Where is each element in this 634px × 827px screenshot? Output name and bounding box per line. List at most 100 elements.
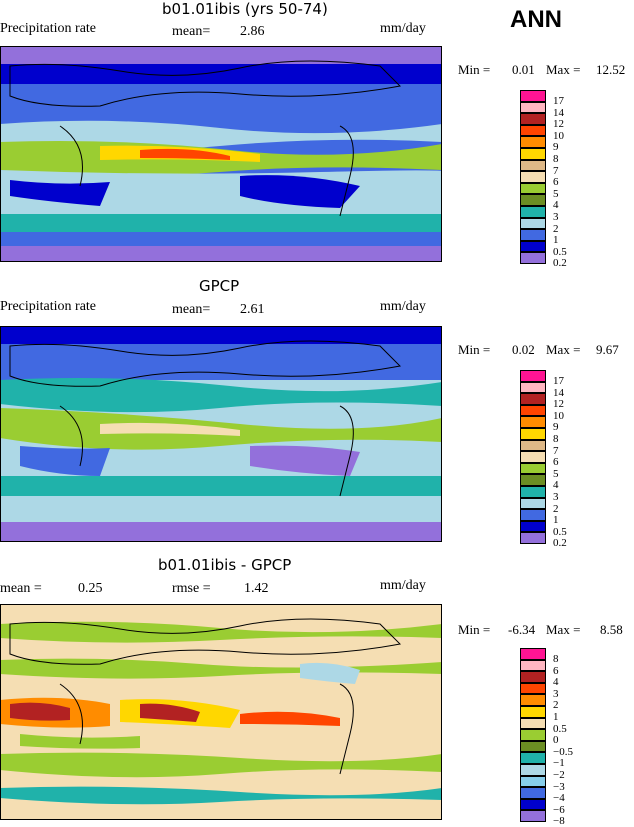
legend-label: 6	[553, 456, 559, 469]
panel2-min-value: 0.02	[512, 342, 535, 357]
legend-label: −3	[553, 780, 565, 793]
legend-label: 12	[553, 118, 564, 131]
panel1-max-label: Max =	[546, 62, 581, 77]
season-label: ANN	[510, 6, 562, 33]
legend-label: 0.2	[553, 537, 567, 550]
legend-label: 4	[553, 479, 559, 492]
legend-swatch	[520, 381, 546, 394]
legend-label: −8	[553, 815, 565, 827]
panel3-units: mm/day	[380, 578, 426, 593]
legend-label: 8	[553, 653, 559, 665]
panel1-map	[0, 46, 442, 262]
panel2-units: mm/day	[380, 299, 426, 314]
panel3-mean-value: 0.25	[78, 581, 103, 596]
legend-swatch	[520, 159, 546, 172]
legend-swatch	[520, 370, 546, 382]
legend-swatch	[520, 148, 546, 160]
legend-label: 7	[553, 444, 559, 457]
legend-swatch	[520, 682, 546, 695]
panel1-min-value: 0.01	[512, 62, 535, 77]
legend-swatch	[520, 206, 546, 218]
legend-swatch	[520, 217, 546, 230]
legend-label: 0.5	[553, 245, 567, 258]
panel3-max-label: Max =	[546, 622, 581, 637]
legend-label: 2	[553, 502, 559, 515]
panel1-left-label: Precipitation rate	[0, 21, 97, 36]
legend-label: 0.2	[553, 257, 567, 270]
legend-swatch	[520, 694, 546, 706]
legend-label: 8	[553, 153, 559, 165]
panel1-mean-value: 2.86	[240, 24, 265, 39]
legend-label: 9	[553, 421, 559, 434]
legend-label: 6	[553, 664, 559, 677]
legend-label: 8	[553, 433, 559, 445]
legend-label: 3	[553, 687, 559, 700]
legend-swatch	[520, 764, 546, 776]
legend-swatch	[520, 706, 546, 718]
legend-swatch	[520, 532, 546, 544]
legend-label: 0	[553, 734, 559, 747]
panel2-mean-label: mean=	[172, 302, 211, 317]
panel2-max-value: 9.67	[596, 342, 619, 357]
legend-swatch	[520, 486, 546, 498]
legend-label: −4	[553, 792, 565, 805]
legend-swatch	[520, 509, 546, 521]
legend-swatch	[520, 462, 546, 475]
panel3-rmse-value: 1.42	[244, 581, 269, 596]
legend-label: 3	[553, 211, 559, 223]
legend-swatch	[520, 229, 546, 241]
legend-swatch	[520, 136, 546, 148]
legend-label: 4	[553, 199, 559, 212]
legend-swatch	[520, 428, 546, 440]
panel1-units: mm/day	[380, 21, 426, 36]
legend-swatch	[520, 671, 546, 683]
legend-swatch	[520, 393, 546, 405]
panel3-rmse-label: rmse =	[172, 581, 211, 596]
legend-swatch	[520, 474, 546, 486]
panel2-title: GPCP	[199, 277, 240, 295]
legend-label: 5	[553, 467, 559, 480]
legend-swatch	[520, 659, 546, 672]
legend-swatch	[520, 90, 546, 102]
legend-label: 4	[553, 676, 559, 689]
panel3-map	[0, 604, 442, 820]
legend-swatch	[520, 787, 546, 799]
panel2-left-label: Precipitation rate	[0, 299, 97, 314]
legend-label: 14	[553, 386, 564, 399]
legend-swatch	[520, 775, 546, 788]
legend-swatch	[520, 439, 546, 452]
legend-swatch	[520, 416, 546, 428]
legend-label: 1	[553, 711, 559, 723]
legend-label: 6	[553, 176, 559, 189]
legend-label: −0.5	[553, 745, 573, 758]
legend-swatch	[520, 717, 546, 730]
legend-label: 5	[553, 187, 559, 200]
legend-label: 7	[553, 164, 559, 177]
panel1-mean-label: mean=	[172, 24, 211, 39]
legend-swatch	[520, 404, 546, 417]
legend-label: −2	[553, 769, 565, 781]
legend-label: 12	[553, 398, 564, 411]
legend-swatch	[520, 171, 546, 183]
legend-swatch	[520, 252, 546, 264]
legend-label: 9	[553, 141, 559, 154]
panel3-mean-label: mean =	[0, 581, 42, 596]
panel3-max-value: 8.58	[600, 622, 623, 637]
legend-label: 17	[553, 95, 564, 107]
panel3-min-value: -6.34	[508, 622, 536, 637]
legend-label: −1	[553, 757, 565, 770]
legend-swatch	[520, 497, 546, 510]
panel3-title: b01.01ibis - GPCP	[158, 556, 292, 574]
legend-swatch	[520, 101, 546, 114]
legend-swatch	[520, 240, 546, 253]
legend-swatch	[520, 729, 546, 741]
legend-label: 17	[553, 375, 564, 387]
legend-swatch	[520, 740, 546, 753]
legend-swatch	[520, 752, 546, 764]
legend-swatch	[520, 124, 546, 137]
panel1-title: b01.01ibis (yrs 50-74)	[162, 0, 328, 18]
panel2-mean-value: 2.61	[240, 302, 265, 317]
legend-swatch	[520, 798, 546, 811]
legend-label: 3	[553, 491, 559, 503]
legend-swatch	[520, 810, 546, 822]
